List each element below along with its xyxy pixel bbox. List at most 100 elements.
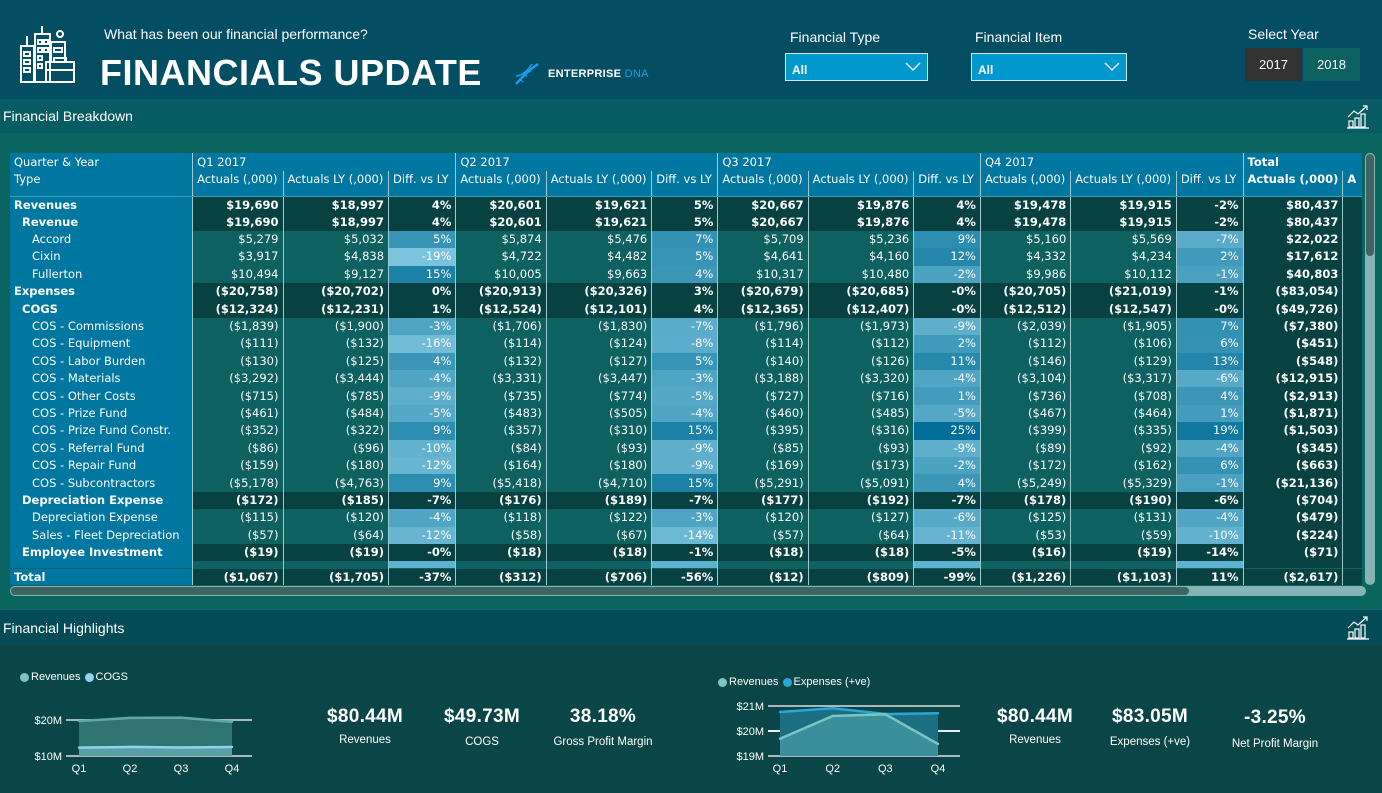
financial-item-dropdown[interactable]: All xyxy=(971,53,1127,81)
row-label[interactable]: Total xyxy=(10,567,193,585)
table-row[interactable]: COS - Labor Burden ($130) ($125) 4% ($132) ($… xyxy=(10,352,1362,371)
table-row-partial[interactable] xyxy=(10,561,1362,569)
table-row[interactable]: Depreciation Expense ($115) ($120) -4% ($118… xyxy=(10,509,1362,527)
table-row[interactable]: COS - Repair Fund ($159) ($180) -12% ($164)(… xyxy=(10,456,1362,475)
table-row[interactable]: COS - Subcontractors ($5,178) ($4,763) 9% ($… xyxy=(10,474,1362,492)
quarter-header[interactable]: Q3 2017 xyxy=(717,153,981,171)
table-row[interactable]: Depreciation Expense ($172) ($185) -7% ($176… xyxy=(10,491,1362,510)
horizontal-scrollbar[interactable] xyxy=(10,586,1366,596)
total-header[interactable]: Total xyxy=(1242,153,1362,171)
measure-header[interactable]: Actuals LY (,000) xyxy=(282,171,389,197)
row-label[interactable]: Cixin xyxy=(10,248,193,266)
financial-breakdown-matrix[interactable]: Quarter & Year Q1 2017 Q2 2017 Q3 2017 Q… xyxy=(10,153,1362,585)
table-row[interactable]: Employee Investment ($19) ($19) -0% ($18) ($1… xyxy=(10,543,1362,562)
row-label[interactable]: Accord xyxy=(10,230,193,249)
data-point[interactable] xyxy=(230,720,234,724)
table-row[interactable]: Fullerton $10,494 $9,127 15% $10,005 $9,663 4%… xyxy=(10,265,1362,284)
line-revenues[interactable] xyxy=(78,716,233,724)
table-row[interactable]: Sales - Fleet Depreciation ($57) ($64) -12%… xyxy=(10,526,1362,544)
row-label[interactable]: COS - Materials xyxy=(10,370,193,388)
row-label[interactable]: COGS xyxy=(10,300,193,318)
row-label[interactable] xyxy=(10,561,193,569)
total-measure-header[interactable]: Actuals (,000) xyxy=(1242,171,1343,197)
year-2018-button[interactable]: 2018 xyxy=(1303,48,1360,81)
table-row[interactable]: Cixin $3,917 $4,838 -19% $4,722 $4,482 5% $4,64… xyxy=(10,248,1362,266)
table-row[interactable]: COS - Other Costs ($715) ($785) -9% ($735) ($… xyxy=(10,387,1362,405)
measure-header[interactable]: Actuals (,000) xyxy=(717,171,809,197)
line-cogs[interactable] xyxy=(78,745,233,749)
area-cogs[interactable] xyxy=(79,746,232,756)
table-row[interactable]: Accord $5,279 $5,032 5% $5,874 $5,476 7% $5,709… xyxy=(10,230,1362,249)
measure-header[interactable]: Actuals (,000) xyxy=(979,171,1071,197)
measure-header[interactable]: Actuals LY (,000) xyxy=(807,171,914,197)
legend-item[interactable]: COGS xyxy=(84,671,128,683)
financial-type-dropdown[interactable]: All xyxy=(785,53,928,81)
data-point[interactable] xyxy=(77,746,81,749)
legend-item[interactable]: Revenues xyxy=(718,676,779,688)
row-label[interactable]: Sales - Fleet Depreciation xyxy=(10,526,193,544)
row-label[interactable]: COS - Prize Fund Constr. xyxy=(10,422,193,440)
table-row[interactable]: COS - Commissions ($1,839) ($1,900) -3% ($1,… xyxy=(10,317,1362,336)
row-label[interactable]: Expenses xyxy=(10,283,193,301)
data-point[interactable] xyxy=(77,719,81,723)
legend-item[interactable]: Expenses (+ve) xyxy=(782,676,870,688)
row-label[interactable]: Revenues xyxy=(10,196,193,214)
measure-header[interactable]: Actuals (,000) xyxy=(455,171,547,197)
horizontal-scrollbar-thumb[interactable] xyxy=(10,586,1190,596)
data-point[interactable] xyxy=(936,742,940,746)
vertical-scrollbar[interactable] xyxy=(1365,153,1375,585)
measure-header[interactable]: Diff. vs LY xyxy=(388,171,456,197)
data-point[interactable] xyxy=(936,712,940,715)
table-row[interactable]: COS - Prize Fund Constr. ($352) ($322) 9% ($… xyxy=(10,422,1362,440)
chart-growth-icon[interactable] xyxy=(1346,103,1370,129)
row-label[interactable]: Revenue xyxy=(10,213,193,231)
table-row[interactable]: COS - Equipment ($111) ($132) -16% ($114) ($1… xyxy=(10,335,1362,353)
row-label[interactable]: Depreciation Expense xyxy=(10,509,193,527)
year-2017-button[interactable]: 2017 xyxy=(1245,48,1302,81)
data-point[interactable] xyxy=(778,710,782,714)
chart-growth-icon[interactable] xyxy=(1346,614,1370,640)
table-row[interactable]: COGS ($12,324) ($12,231) 1% ($12,524) ($12,10… xyxy=(10,300,1362,318)
measure-header[interactable]: Actuals (,000) xyxy=(192,171,283,197)
data-point[interactable] xyxy=(128,716,132,720)
line-revenues[interactable] xyxy=(779,712,939,746)
revenues-cogs-area-chart[interactable]: $10M $20M Q1 Q2 Q3 Q4 xyxy=(14,700,254,785)
vertical-scrollbar-thumb[interactable] xyxy=(1365,153,1375,257)
table-row[interactable]: COS - Materials ($3,292) ($3,444) -4% ($3,33… xyxy=(10,370,1362,388)
measure-header[interactable]: Diff. vs LY xyxy=(913,171,981,197)
area-revenues[interactable] xyxy=(780,714,938,756)
data-point[interactable] xyxy=(230,745,234,749)
row-label[interactable]: COS - Referral Fund xyxy=(10,439,193,457)
row-label[interactable]: Depreciation Expense xyxy=(10,491,193,510)
measure-header[interactable]: Diff. vs LY xyxy=(651,171,718,197)
measure-header[interactable]: Actuals LY (,000) xyxy=(1070,171,1177,197)
line-expenses-ve[interactable] xyxy=(779,706,939,716)
table-row[interactable]: Expenses ($20,758) ($20,702) 0% ($20,913) ($2… xyxy=(10,283,1362,301)
row-label[interactable]: COS - Labor Burden xyxy=(10,352,193,371)
table-row[interactable]: Revenue $19,690 $18,997 4% $20,601 $19,621 5% $… xyxy=(10,213,1362,231)
total-row[interactable]: Total ($1,067) ($1,705) -37% ($312) ($706) -56… xyxy=(10,567,1362,585)
row-label[interactable]: COS - Commissions xyxy=(10,317,193,336)
data-point[interactable] xyxy=(179,716,183,719)
quarter-header[interactable]: Q4 2017 xyxy=(979,153,1244,171)
data-point[interactable] xyxy=(128,745,132,749)
row-label[interactable]: COS - Prize Fund xyxy=(10,404,193,423)
data-point[interactable] xyxy=(778,737,782,740)
data-point[interactable] xyxy=(831,714,834,718)
measure-header[interactable]: Actuals LY (,000) xyxy=(545,171,652,197)
row-label[interactable]: COS - Equipment xyxy=(10,335,193,353)
row-label[interactable]: COS - Subcontractors xyxy=(10,474,193,492)
table-row[interactable]: Revenues $19,690 $18,997 4% $20,601 $19,621 5%… xyxy=(10,196,1362,214)
legend-item[interactable]: Revenues xyxy=(20,671,81,683)
row-label[interactable]: COS - Other Costs xyxy=(10,387,193,405)
row-label[interactable]: Fullerton xyxy=(10,265,193,284)
data-point[interactable] xyxy=(884,713,887,716)
quarter-header[interactable]: Q2 2017 xyxy=(455,153,718,171)
measure-header[interactable]: Diff. vs LY xyxy=(1175,171,1244,197)
row-label[interactable]: COS - Repair Fund xyxy=(10,456,193,475)
row-label[interactable]: Employee Investment xyxy=(10,543,193,562)
data-point[interactable] xyxy=(179,746,183,749)
data-point[interactable] xyxy=(831,707,834,710)
total-next-measure-header[interactable]: A xyxy=(1342,171,1362,197)
revenues-expenses-area-chart[interactable]: $19M $20M $21M Q1 Q2 Q3 Q4 xyxy=(712,696,967,781)
